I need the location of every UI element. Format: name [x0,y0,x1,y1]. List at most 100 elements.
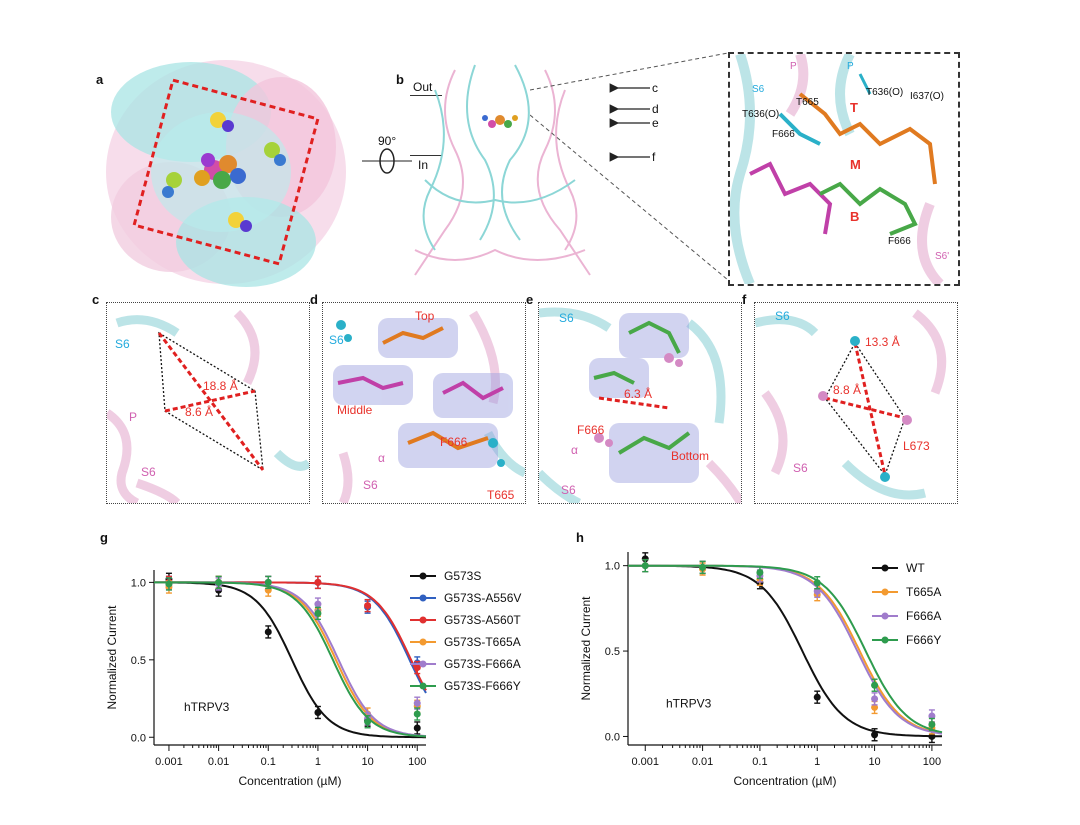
y-tick-label: 0.0 [131,732,146,744]
fit-curve [154,581,427,694]
x-axis-label: Concentration (µM) [239,774,342,788]
data-point [641,555,649,563]
panel-c: S6 P S6 18.8 Å 8.6 Å [106,302,310,504]
panel-d-label: d [310,292,318,307]
panel-d-s6: S6 [329,333,344,347]
data-point [699,563,707,571]
data-point [413,664,421,672]
inset-p2: P [847,61,854,72]
panel-f-dist2: 8.8 Å [833,383,862,397]
fit-curve [154,581,427,691]
legend-marker [419,638,427,646]
legend-marker [419,682,427,690]
data-point [413,710,421,718]
y-tick-label: 0.0 [605,731,620,743]
inset-f666-top: F666 [772,129,795,140]
fit-curve [154,581,426,739]
x-tick-label: 10 [868,756,880,768]
panel-c-dist1: 18.8 Å [203,379,238,393]
panel-d: S6 Top Middle F666 α S6 T665 [322,302,526,504]
fit-curve [628,564,943,734]
panel-f-dist1: 13.3 Å [865,335,900,349]
legend-label: G573S-F666Y [444,679,521,693]
membrane-in-label: In [418,158,429,172]
panel-e-label: e [526,292,534,307]
panel-b-arrows [609,83,650,162]
data-point [314,609,322,617]
legend-marker [419,616,427,624]
panel-c-dist2: 8.6 Å [185,405,214,419]
y-tick-label: 1.0 [131,577,146,589]
x-tick-label: 0.001 [155,756,183,768]
panel-c-p: P [129,410,138,424]
chart-annotation: hTRPV3 [666,696,712,710]
panel-c-s6: S6 [115,337,130,351]
inset-s6: S6 [752,84,765,95]
data-point [364,718,372,726]
legend-label: G573S-T665A [444,635,521,649]
panel-a-structure-image [106,60,346,287]
series-WT [628,552,943,744]
ligand-cluster-center [194,153,246,189]
panel-b-label: b [396,72,404,87]
x-tick-label: 100 [408,756,426,768]
zoom-lines [530,52,729,281]
data-point [314,578,322,586]
legend-label: WT [906,561,925,575]
legend-label: G573S [444,569,481,583]
data-point [314,600,322,608]
legend-label: G573S-F666A [444,657,521,671]
data-point [264,628,272,636]
inset-t: T [850,100,858,115]
inset-t636o-right: T636(O) [866,87,904,98]
data-point [215,578,223,586]
panel-f-l673: L673 [903,439,930,453]
legend-marker [419,594,427,602]
panel-f-label: f [742,292,747,307]
data-point [813,579,821,587]
legend-label: F666A [906,609,941,623]
panel-e-f666: F666 [577,423,605,437]
panel-e: S6 6.3 Å F666 α Bottom S6 [538,302,742,504]
panel-f-s6b: S6 [793,461,808,475]
legend-label: T665A [906,585,941,599]
arrow-c-label: c [652,81,658,95]
inset-s6prime: S6' [935,251,950,262]
x-tick-label: 0.001 [631,756,659,768]
data-point [264,578,272,586]
legend-label: F666Y [906,633,941,647]
x-tick-label: 100 [923,756,941,768]
panel-f-s6: S6 [775,309,790,323]
data-point [314,708,322,716]
chart-g: 0.0 0.5 1.0 0.001 0.01 0.1 1 10 100 Concentration… [105,569,521,788]
panel-h-label: h [576,530,584,545]
data-point [413,699,421,707]
panel-e-bottom: Bottom [671,449,710,463]
panel-c-s6b: S6 [141,465,156,479]
inset-m: M [850,157,861,172]
x-tick-label: 0.1 [752,756,767,768]
y-tick-label: 0.5 [131,655,146,667]
x-tick-label: 1 [315,756,321,768]
series-G573S-F666Y [154,575,427,738]
legend-marker [419,660,427,668]
inset-f666-bottom: F666 [888,236,911,247]
data-point [928,712,936,720]
rotation-label: 90° [378,134,397,148]
panel-e-s6: S6 [559,311,574,325]
y-tick-label: 0.5 [605,646,620,658]
arrow-e-label: e [652,116,659,130]
y-axis-label: Normalized Current [105,605,119,710]
panel-d-f666: F666 [440,435,468,449]
panel-g-label: g [100,530,108,545]
data-point [871,731,879,739]
panel-f: S6 13.3 Å 8.8 Å S6 L673 [754,302,958,504]
panel-b-inset: S6 P P T636(O) T665 T636(O) I637(O) F666… [728,52,960,286]
inset-t665: T665 [796,97,819,108]
data-point [871,681,879,689]
data-point [364,602,372,610]
data-point [928,721,936,729]
data-point [165,580,173,588]
membrane-out-label: Out [413,80,433,94]
panel-d-t665: T665 [487,488,515,502]
